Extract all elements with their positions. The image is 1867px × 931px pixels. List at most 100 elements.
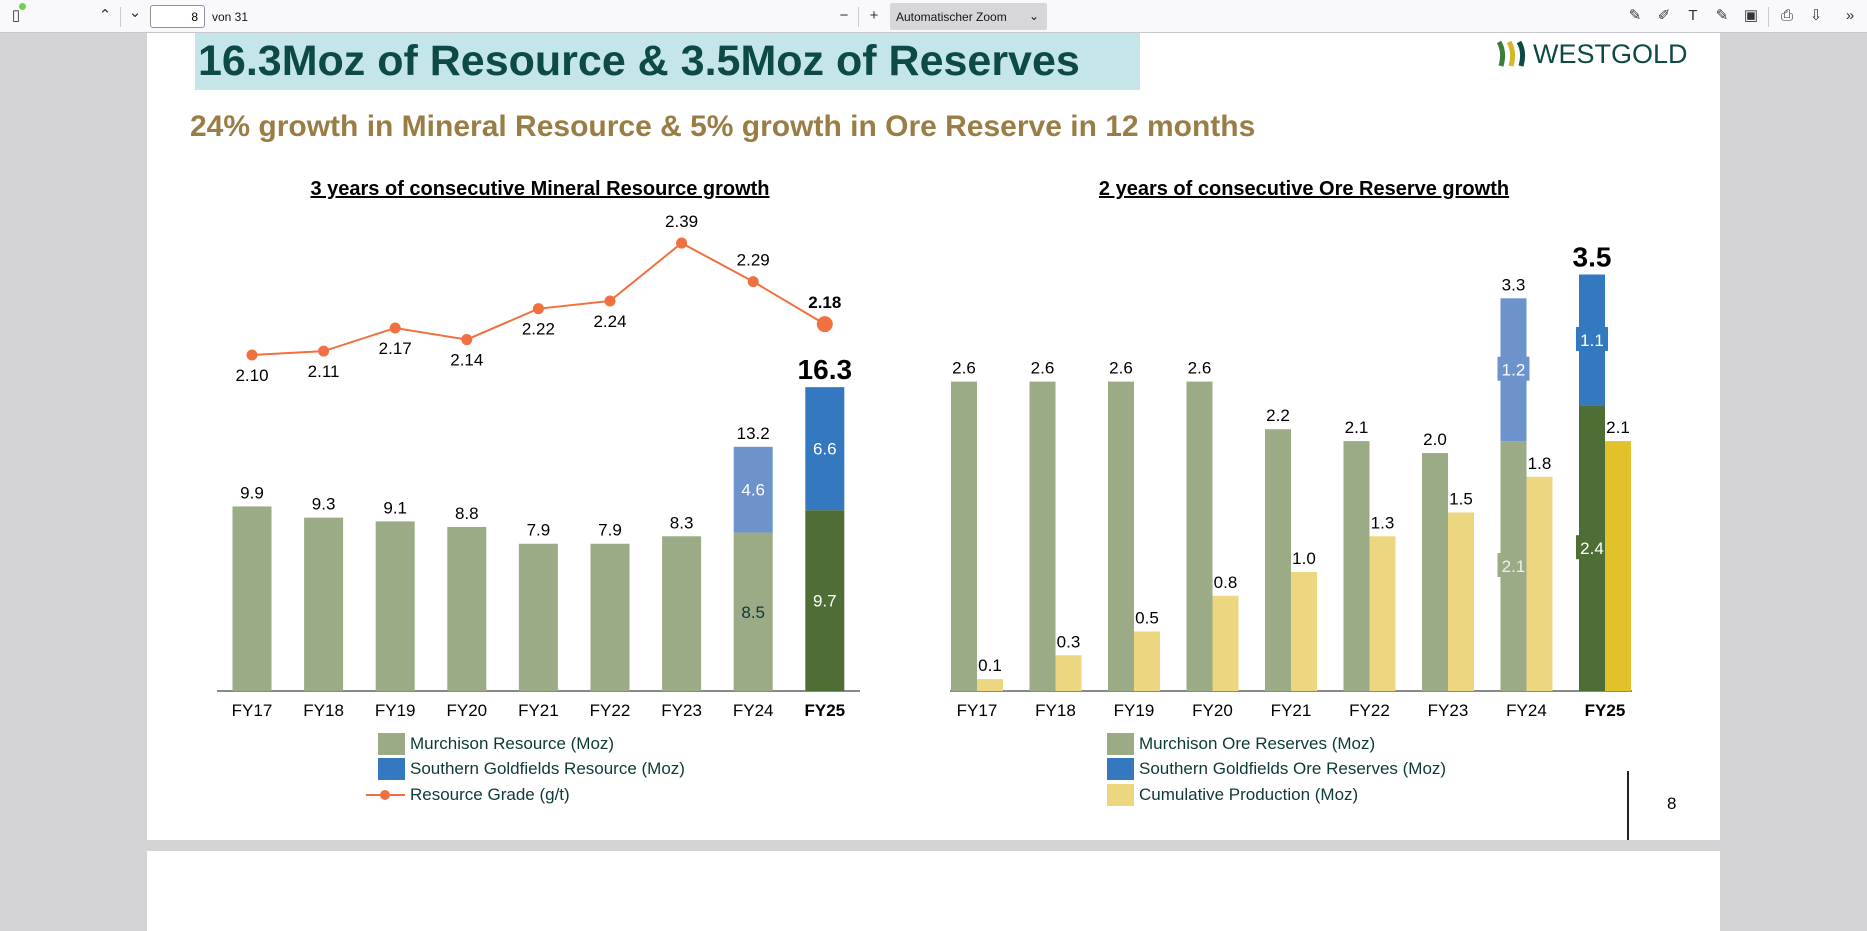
notification-dot — [19, 3, 26, 10]
save-icon[interactable]: ⇩ — [1809, 7, 1823, 24]
total-label: 9.1 — [383, 498, 407, 517]
inner-label-bg — [1576, 535, 1608, 560]
total-label: 7.9 — [527, 521, 551, 540]
x-tick-label: FY22 — [1349, 701, 1390, 720]
total-label: 8.3 — [670, 513, 694, 532]
grade-label: 2.17 — [379, 339, 412, 358]
print-icon[interactable]: ⎙ — [1780, 7, 1793, 24]
draw-icon[interactable]: ✐ — [1657, 7, 1671, 24]
inner-data-label: 2.4 — [1580, 539, 1604, 558]
inner-data-label: 1.1 — [1580, 331, 1604, 350]
x-tick-label: FY17 — [957, 701, 998, 720]
legend-label: Southern Goldfields Resource (Moz) — [410, 759, 685, 778]
x-tick-label: FY25 — [804, 701, 845, 720]
bar-production-FY21 — [1291, 572, 1317, 691]
grade-label: 2.24 — [593, 312, 626, 331]
legend-label: Resource Grade (g/t) — [410, 785, 570, 804]
total-label: 7.9 — [598, 521, 622, 540]
bar-murchison-FY23 — [1422, 453, 1448, 691]
inner-label-bg — [1576, 326, 1608, 351]
bar-murchison-FY24 — [733, 532, 773, 691]
legend-label: Cumulative Production (Moz) — [1139, 785, 1359, 804]
bar-production-FY23 — [1448, 512, 1474, 691]
bar-murchison-FY22 — [590, 543, 630, 691]
bar-murchison-FY18 — [1029, 381, 1056, 691]
page-count: von 31 — [212, 10, 249, 24]
bar-murchison-FY22 — [1343, 441, 1370, 691]
bar-murchison-FY23 — [662, 536, 702, 691]
inner-data-label: 9.7 — [813, 592, 837, 611]
bar-murchison-FY19 — [1108, 381, 1134, 691]
grade-point-FY22 — [604, 295, 616, 307]
divider — [120, 7, 121, 27]
total-label: 13.2 — [737, 424, 770, 443]
x-tick-label: FY20 — [446, 701, 487, 720]
production-label: 1.0 — [1292, 549, 1316, 568]
x-tick-label: FY24 — [1506, 701, 1547, 720]
total-label: 8.8 — [455, 504, 479, 523]
bar-murchison-FY21 — [1265, 429, 1291, 691]
westgold-logo: WESTGOLD — [1495, 38, 1688, 70]
x-tick-label: FY23 — [1428, 701, 1469, 720]
total-label: 3.5 — [1573, 242, 1612, 273]
bar-murchison-FY20 — [1186, 381, 1213, 691]
legend-label: Murchison Resource (Moz) — [410, 734, 615, 753]
x-tick-label: FY21 — [518, 701, 559, 720]
pdf-page-next — [147, 851, 1720, 931]
grade-point-FY20 — [461, 334, 473, 346]
slide-subtitle: 24% growth in Mineral Resource & 5% grow… — [190, 110, 1256, 143]
inner-data-label: 6.6 — [813, 440, 837, 459]
zoom-out-icon[interactable]: − — [839, 7, 849, 24]
grade-label: 2.39 — [665, 212, 698, 231]
bar-production-FY20 — [1212, 595, 1239, 691]
slide-title: 16.3Moz of Resource & 3.5Moz of Reserves — [195, 33, 1140, 90]
legend-label: Southern Goldfields Ore Reserves (Moz) — [1139, 759, 1447, 778]
x-tick-label: FY18 — [303, 701, 344, 720]
chevron-up-icon[interactable]: ⌃ — [98, 7, 112, 24]
x-tick-label: FY22 — [590, 701, 631, 720]
inner-data-label: 2.1 — [1502, 557, 1526, 576]
x-tick-label: FY23 — [661, 701, 702, 720]
zoom-select[interactable]: Automatischer Zoom ⌄ — [890, 3, 1047, 30]
inner-data-label: 1.2 — [1502, 361, 1526, 380]
legend-swatch — [378, 758, 405, 780]
x-tick-label: FY18 — [1035, 701, 1076, 720]
chevron-down-icon[interactable]: ⌄ — [128, 4, 142, 21]
x-tick-label: FY17 — [232, 701, 273, 720]
more-tools-icon[interactable]: » — [1845, 7, 1855, 24]
grade-label: 2.22 — [522, 320, 555, 339]
bar-southern-FY24 — [733, 446, 773, 533]
grade-label: 2.11 — [308, 362, 340, 381]
grade-label: 2.14 — [450, 351, 483, 370]
ink-icon[interactable]: ✎ — [1715, 7, 1729, 24]
grade-point-FY18 — [318, 345, 330, 357]
legend-swatch — [1107, 733, 1134, 755]
sidebar-icon[interactable]: ▯ — [11, 7, 21, 24]
grade-label: 2.18 — [808, 293, 841, 312]
divider-line — [1627, 771, 1629, 840]
total-label: 9.9 — [240, 483, 264, 502]
highlight-icon[interactable]: ✎ — [1628, 7, 1642, 24]
production-label: 0.1 — [978, 656, 1002, 675]
x-tick-label: FY19 — [1114, 701, 1155, 720]
bar-production-FY24 — [1526, 476, 1553, 691]
legend-swatch — [1107, 758, 1134, 780]
text-icon[interactable]: T — [1688, 7, 1698, 24]
x-tick-label: FY25 — [1585, 701, 1626, 720]
x-tick-label: FY21 — [1271, 701, 1312, 720]
bar-murchison-FY18 — [304, 517, 344, 691]
bar-production-FY25 — [1605, 441, 1631, 691]
zoom-in-icon[interactable]: + — [869, 7, 879, 24]
image-icon[interactable]: ▣ — [1743, 7, 1759, 24]
bar-murchison-FY17 — [232, 506, 272, 691]
x-tick-label: FY20 — [1192, 701, 1233, 720]
zoom-value: Automatischer Zoom — [896, 10, 1007, 24]
page-number-input[interactable] — [150, 5, 205, 28]
bar-murchison-FY25 — [805, 510, 845, 691]
bar-production-FY22 — [1369, 536, 1396, 691]
grade-point-FY21 — [532, 303, 544, 315]
total-label: 16.3 — [798, 354, 853, 385]
bar-murchison-FY19 — [375, 521, 415, 691]
chevron-down-icon: ⌄ — [1028, 9, 1039, 23]
